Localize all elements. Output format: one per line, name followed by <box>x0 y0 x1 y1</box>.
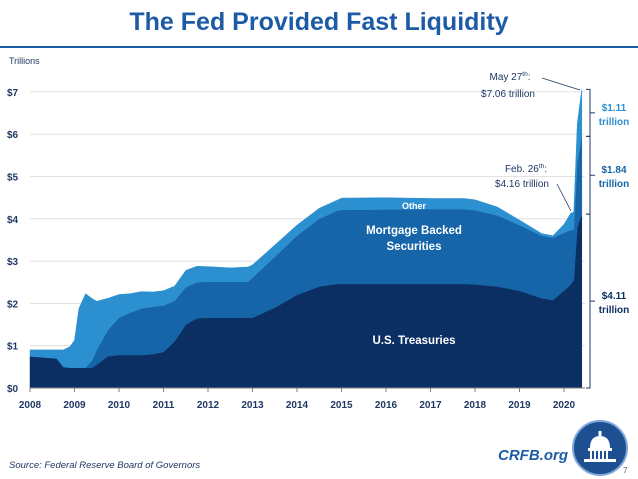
x-tick-label: 2009 <box>63 400 86 411</box>
bracket-other: $1.11 trillion <box>586 88 630 137</box>
y-tick-label: $4 <box>7 215 19 226</box>
annotations: Feb. 26th: $4.16 trillion May 27th: $7.0… <box>481 71 581 212</box>
x-tick-label: 2017 <box>419 400 442 411</box>
area-label-mbs-line2: Securities <box>387 241 442 253</box>
annotation-may: May 27th: <box>490 71 531 83</box>
bracket-treasuries-unit: trillion <box>599 305 630 316</box>
x-tick-label: 2010 <box>108 400 131 411</box>
annotation-feb: Feb. 26th: <box>505 163 547 175</box>
axes: 2008 2009 2010 2011 2012 2013 2014 2015 2016 2017… <box>19 387 585 411</box>
x-tick-label: 2011 <box>153 400 175 411</box>
bracket-mbs-unit: trillion <box>599 179 630 190</box>
y-tick-label: $0 <box>7 384 19 395</box>
annotation-feb-date: Feb. 26 <box>505 164 539 175</box>
y-tick-label: $6 <box>7 130 19 141</box>
bracket-mbs: $1.84 trillion <box>586 135 630 215</box>
bracket-other-unit: trillion <box>599 117 630 128</box>
capitol-dome-icon <box>572 420 628 476</box>
bracket-other-shape <box>586 88 595 137</box>
area-other <box>29 89 583 368</box>
slide-title: The Fed Provided Fast Liquidity <box>129 8 509 36</box>
bracket-treasuries-value: $4.11 <box>602 291 627 302</box>
bracket-mbs-shape <box>586 135 595 215</box>
title-divider <box>0 46 638 48</box>
y-tick-label: $2 <box>7 299 19 310</box>
annotation-feb-value: $4.16 trillion <box>495 179 549 190</box>
x-tick-label: 2016 <box>375 400 398 411</box>
x-tick-label: 2018 <box>464 400 487 411</box>
x-tick-label: 2020 <box>553 400 576 411</box>
area-labels: U.S. Treasuries Mortgage Backed Securiti… <box>366 201 462 347</box>
annotation-feb-leader <box>556 183 572 212</box>
areas <box>29 89 583 389</box>
y-tick-label: $1 <box>7 342 19 353</box>
page-number: 7 <box>623 466 628 475</box>
x-tick-label: 2012 <box>197 400 220 411</box>
annotation-feb-sup: th <box>539 163 545 170</box>
area-label-mbs-line1: Mortgage Backed <box>366 225 462 237</box>
y-tick-label: $3 <box>7 257 19 268</box>
y-tick-label: $7 <box>7 88 19 99</box>
y-axis-label: Trillions <box>9 56 40 66</box>
area-label-treasuries: U.S. Treasuries <box>372 335 455 347</box>
annotation-may-sup: th <box>522 71 528 78</box>
source-note: Source: Federal Reserve Board of Governo… <box>9 460 201 471</box>
capitol-dome-graphic <box>584 431 616 462</box>
annotation-may-value: $7.06 trillion <box>481 89 535 100</box>
x-tick-label: 2013 <box>241 400 264 411</box>
brackets: $1.11 trillion $1.84 trillion $4.11 tril… <box>586 88 630 389</box>
bracket-mbs-value: $1.84 <box>601 165 626 176</box>
x-tick-label: 2015 <box>330 400 353 411</box>
x-tick-label: 2019 <box>508 400 531 411</box>
area-label-other: Other <box>402 201 427 211</box>
x-tick-label: 2008 <box>19 400 42 411</box>
annotation-may-colon: : <box>528 72 531 83</box>
bracket-treasuries: $4.11 trillion <box>586 213 630 389</box>
annotation-may-date: May 27 <box>490 72 523 83</box>
annotation-feb-colon: : <box>544 164 547 175</box>
bracket-other-value: $1.11 <box>602 103 627 114</box>
y-tick-label: $5 <box>7 173 19 184</box>
x-tick-label: 2014 <box>286 400 309 411</box>
bracket-treasuries-shape <box>586 213 595 389</box>
annotation-may-leader <box>541 77 581 91</box>
brand-link[interactable]: CRFB.org <box>498 447 568 464</box>
